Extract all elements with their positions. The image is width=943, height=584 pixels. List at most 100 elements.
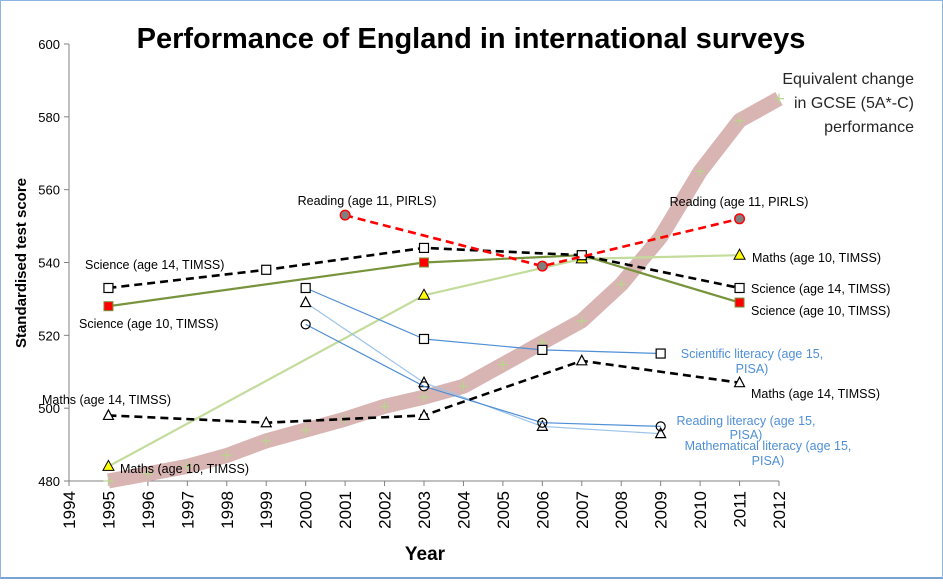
x-axis-title: Year <box>405 544 446 565</box>
x-tick-label: 1997 <box>178 491 197 529</box>
series-line <box>344 213 740 268</box>
x-tick-label: 1995 <box>99 491 118 529</box>
maths-14-label: Maths (age 14, TIMSS) <box>42 393 171 407</box>
circle-marker <box>418 381 430 392</box>
maths-pisa-label: Mathematical literacy (age 15, <box>685 439 852 453</box>
x-tick-label: 2011 <box>731 491 750 528</box>
square-marker <box>419 257 429 268</box>
square-marker <box>103 282 114 294</box>
y-tick-label: 560 <box>38 183 60 198</box>
y-axis-title: Standardised test score <box>13 178 30 348</box>
reading-pirls-label: Reading (age 11, PIRLS) <box>298 194 437 208</box>
plus-marker <box>458 381 469 392</box>
y-tick-label: 580 <box>38 110 60 125</box>
maths-pisa-label: PISA) <box>752 454 785 468</box>
x-tick-label: 2006 <box>533 491 552 529</box>
plus-marker <box>300 425 311 436</box>
x-tick-label: 2003 <box>415 491 434 529</box>
triangle-marker <box>418 408 430 421</box>
plus-marker <box>695 166 706 177</box>
maths-14-label: Maths (age 14, TIMSS) <box>751 387 880 401</box>
maths-10-label: Maths (age 10, TIMSS) <box>120 462 249 476</box>
science-14-label: Science (age 14, TIMSS) <box>751 282 890 296</box>
x-tick-label: 1996 <box>139 491 158 529</box>
plus-marker <box>103 476 114 486</box>
plus-marker <box>221 450 232 461</box>
square-marker <box>734 282 745 294</box>
x-tick-label: 2008 <box>612 491 631 529</box>
series-maths-10-timss <box>102 248 746 471</box>
science-10-label: Science (age 10, TIMSS) <box>79 317 218 331</box>
plus-marker <box>142 468 153 479</box>
plus-marker <box>379 401 390 412</box>
square-marker <box>655 348 666 359</box>
plus-marker <box>616 279 627 290</box>
science-14-label: Science (age 14, TIMSS) <box>85 258 224 272</box>
triangle-marker <box>733 248 746 260</box>
plus-marker <box>497 359 508 370</box>
x-ticks: 1994 1995 1996 1997 1998 1999 2000 2001 2002 2003… <box>60 481 789 529</box>
triangle-marker <box>733 375 746 388</box>
chart-title: Performance of England in international … <box>137 23 806 55</box>
series-science-14-timss <box>103 242 745 294</box>
series-science-pisa <box>300 282 666 359</box>
square-marker <box>418 333 430 345</box>
square-marker <box>300 282 311 294</box>
x-tick-label: 2002 <box>376 491 395 529</box>
circle-marker <box>655 421 666 432</box>
science-pisa-label: PISA) <box>736 362 769 376</box>
x-tick-label: 1998 <box>218 491 237 529</box>
science-10-label: Science (age 10, TIMSS) <box>751 304 890 318</box>
x-tick-label: 2000 <box>297 491 316 529</box>
square-marker <box>537 344 548 355</box>
series-line <box>108 254 740 308</box>
triangle-marker <box>575 354 588 366</box>
y-tick-label: 500 <box>38 401 60 416</box>
square-marker <box>418 242 430 254</box>
gcse-series-label: in GCSE (5A*-C) <box>794 95 914 112</box>
y-tick-label: 480 <box>38 474 60 489</box>
y-ticks: 480 500 520 540 560 580 600 <box>38 37 69 489</box>
square-marker <box>261 264 272 275</box>
series-reading-pirls <box>339 209 746 272</box>
x-tick-label: 2010 <box>691 491 710 529</box>
triangle-marker <box>417 288 431 300</box>
triangle-marker <box>536 419 549 431</box>
plus-marker <box>419 392 429 403</box>
x-tick-label: 2005 <box>494 491 513 529</box>
x-tick-label: 2004 <box>454 491 473 529</box>
y-tick-label: 520 <box>38 328 60 343</box>
series-line <box>305 323 661 427</box>
series-line <box>107 254 740 468</box>
y-tick-label: 600 <box>38 37 60 52</box>
gcse-series-label: Equivalent change <box>782 71 914 88</box>
x-tick-label: 1994 <box>60 491 79 529</box>
x-tick-label: 2007 <box>573 491 592 529</box>
series-maths-14-timss <box>102 354 746 428</box>
circle-marker <box>300 319 311 330</box>
triangle-marker <box>102 459 115 471</box>
x-tick-label: 2012 <box>770 491 789 529</box>
maths-10-label: Maths (age 10, TIMSS) <box>752 251 881 265</box>
square-marker <box>103 301 114 312</box>
plus-marker <box>182 461 193 472</box>
series-layer <box>102 92 784 489</box>
y-tick-label: 540 <box>38 256 60 271</box>
reading-pirls-label: Reading (age 11, PIRLS) <box>670 195 809 209</box>
circle-marker <box>536 260 548 272</box>
triangle-marker <box>102 408 115 421</box>
x-tick-label: 1999 <box>257 491 276 529</box>
triangle-marker <box>299 295 312 308</box>
circle-marker <box>537 417 548 428</box>
plus-marker <box>576 315 587 326</box>
triangle-marker <box>260 415 273 428</box>
series-line <box>305 287 661 355</box>
plus-marker <box>261 435 272 446</box>
circle-marker <box>339 209 351 221</box>
x-tick-label: 2009 <box>652 491 671 529</box>
circle-marker <box>734 213 746 225</box>
plus-marker <box>774 93 784 104</box>
reading-pisa-label: PISA) <box>730 428 763 442</box>
